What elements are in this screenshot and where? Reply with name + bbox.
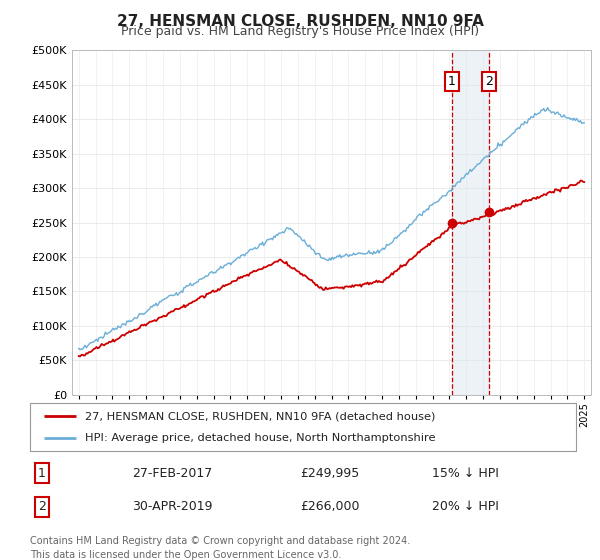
Text: 1: 1 xyxy=(38,466,46,480)
Text: 1: 1 xyxy=(448,75,456,88)
Text: 20% ↓ HPI: 20% ↓ HPI xyxy=(432,500,499,514)
Text: HPI: Average price, detached house, North Northamptonshire: HPI: Average price, detached house, Nort… xyxy=(85,433,435,443)
Text: 30-APR-2019: 30-APR-2019 xyxy=(132,500,212,514)
Text: £266,000: £266,000 xyxy=(300,500,359,514)
Text: £249,995: £249,995 xyxy=(300,466,359,480)
Text: Contains HM Land Registry data © Crown copyright and database right 2024.
This d: Contains HM Land Registry data © Crown c… xyxy=(30,536,410,559)
Text: 27, HENSMAN CLOSE, RUSHDEN, NN10 9FA (detached house): 27, HENSMAN CLOSE, RUSHDEN, NN10 9FA (de… xyxy=(85,411,435,421)
Text: 2: 2 xyxy=(38,500,46,514)
Text: Price paid vs. HM Land Registry's House Price Index (HPI): Price paid vs. HM Land Registry's House … xyxy=(121,25,479,38)
Text: 2: 2 xyxy=(485,75,493,88)
Text: 27-FEB-2017: 27-FEB-2017 xyxy=(132,466,212,480)
FancyBboxPatch shape xyxy=(30,403,576,451)
Text: 15% ↓ HPI: 15% ↓ HPI xyxy=(432,466,499,480)
Bar xyxy=(452,50,489,395)
Text: 27, HENSMAN CLOSE, RUSHDEN, NN10 9FA: 27, HENSMAN CLOSE, RUSHDEN, NN10 9FA xyxy=(116,14,484,29)
